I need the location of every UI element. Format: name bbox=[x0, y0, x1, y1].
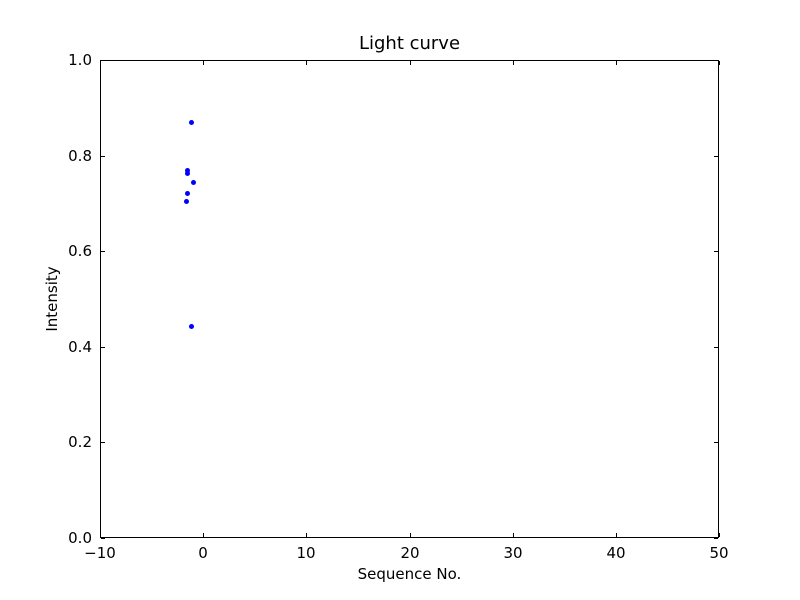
plot-area bbox=[100, 60, 719, 538]
x-tick-top bbox=[410, 61, 411, 65]
y-tick-left bbox=[101, 538, 105, 539]
y-tick-left bbox=[101, 347, 105, 348]
x-tick-label: 50 bbox=[709, 544, 729, 562]
x-tick-bottom bbox=[306, 533, 307, 537]
data-point bbox=[185, 190, 191, 196]
data-point bbox=[185, 170, 191, 176]
y-tick-left bbox=[101, 442, 105, 443]
x-tick-bottom bbox=[100, 533, 101, 537]
data-point bbox=[184, 199, 190, 205]
y-tick-label: 0.4 bbox=[68, 338, 92, 356]
x-tick-label: 40 bbox=[606, 544, 626, 562]
y-tick-right bbox=[714, 347, 718, 348]
x-tick-bottom bbox=[203, 533, 204, 537]
x-tick-bottom bbox=[616, 533, 617, 537]
x-tick-top bbox=[513, 61, 514, 65]
x-tick-bottom bbox=[513, 533, 514, 537]
y-tick-left bbox=[101, 156, 105, 157]
x-tick-top bbox=[203, 61, 204, 65]
y-tick-right bbox=[714, 156, 718, 157]
y-tick-left bbox=[101, 60, 105, 61]
x-tick-top bbox=[306, 61, 307, 65]
x-tick-bottom bbox=[410, 533, 411, 537]
x-tick-top bbox=[616, 61, 617, 65]
data-point bbox=[189, 324, 195, 330]
y-tick-right bbox=[714, 442, 718, 443]
x-tick-label: 0 bbox=[198, 544, 208, 562]
data-point bbox=[185, 167, 191, 173]
data-point bbox=[191, 180, 197, 186]
x-tick-bottom bbox=[719, 533, 720, 537]
x-axis-label: Sequence No. bbox=[357, 565, 462, 583]
y-tick-left bbox=[101, 251, 105, 252]
y-axis-label-text: Intensity bbox=[43, 266, 61, 332]
data-point bbox=[189, 120, 195, 126]
x-tick-label: 20 bbox=[400, 544, 420, 562]
y-tick-right bbox=[714, 251, 718, 252]
chart-title: Light curve bbox=[358, 33, 461, 54]
y-tick-label: 0.8 bbox=[68, 147, 92, 165]
y-tick-right bbox=[714, 538, 718, 539]
y-tick-right bbox=[714, 60, 718, 61]
y-tick-label: 0.6 bbox=[68, 242, 92, 260]
x-tick-top bbox=[100, 61, 101, 65]
x-tick-top bbox=[719, 61, 720, 65]
x-tick-label: 10 bbox=[296, 544, 316, 562]
y-tick-label: 0.0 bbox=[68, 529, 92, 547]
x-tick-label: −10 bbox=[84, 544, 116, 562]
x-tick-label: 30 bbox=[503, 544, 523, 562]
y-tick-label: 0.2 bbox=[68, 433, 92, 451]
y-tick-label: 1.0 bbox=[68, 51, 92, 69]
